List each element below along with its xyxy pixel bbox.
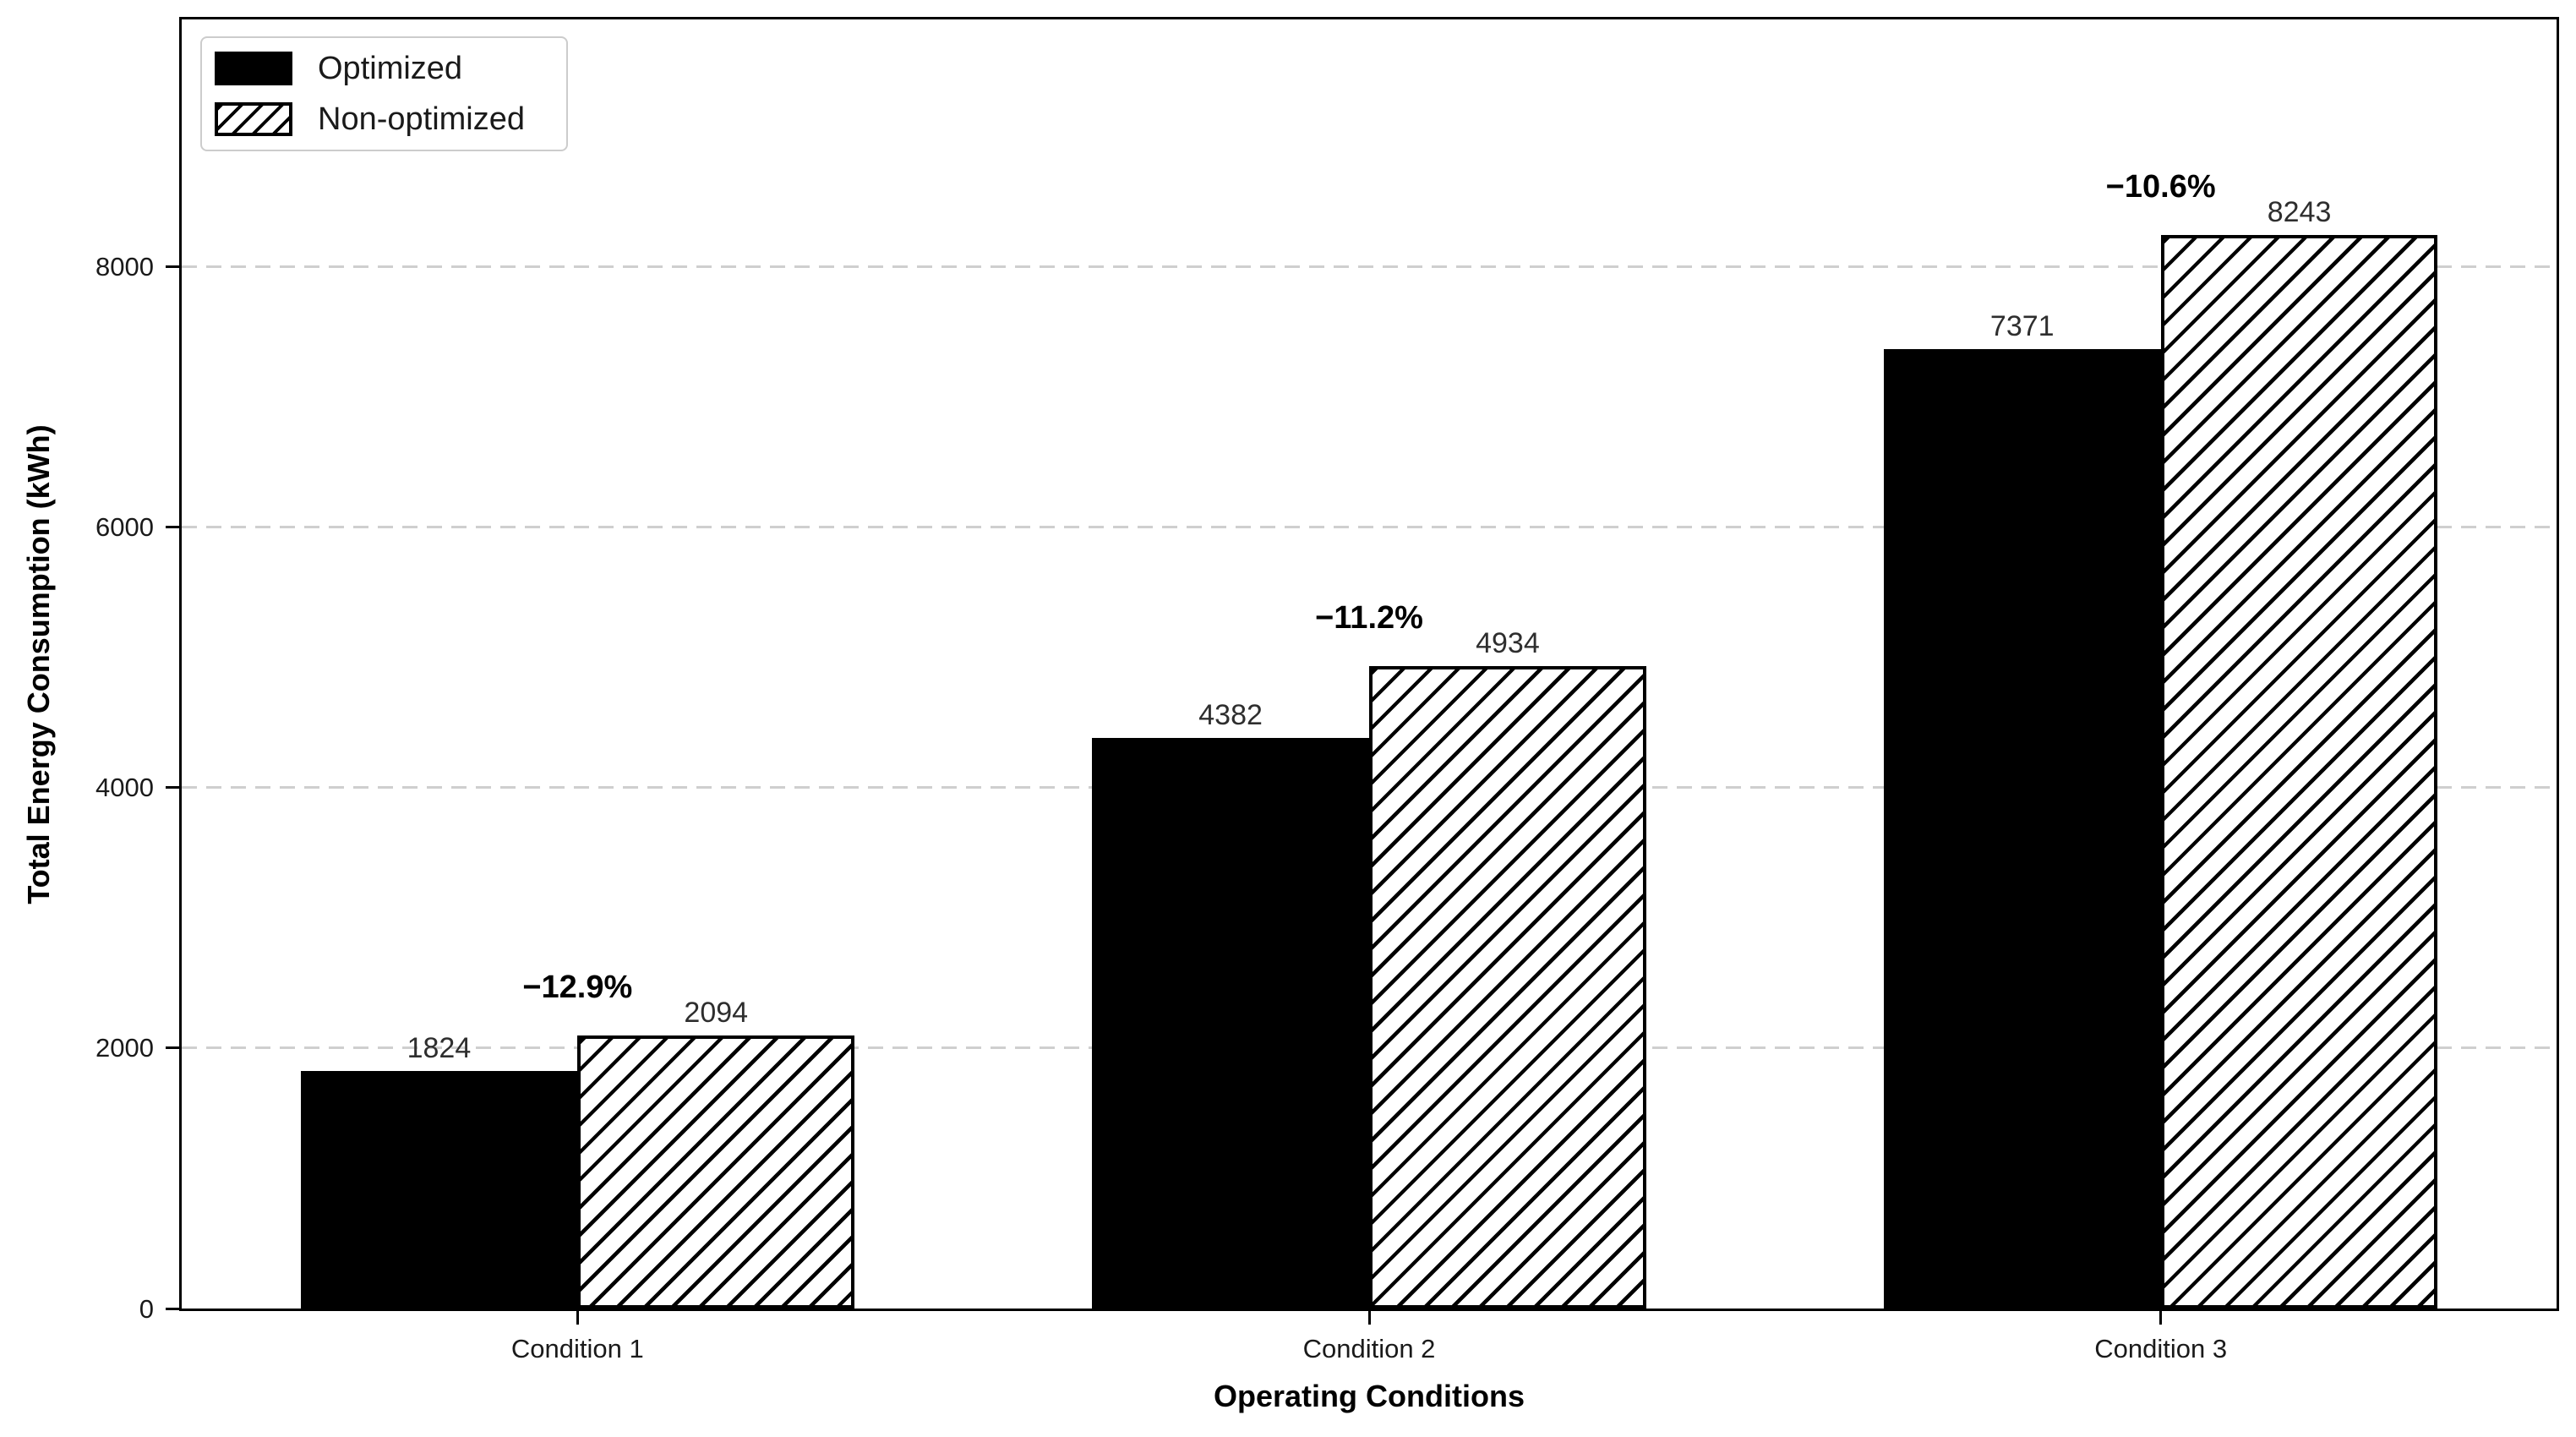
x-tick-label-condition-1: Condition 1 (510, 1334, 644, 1363)
percent-change-label-condition-2: −11.2% (1315, 599, 1423, 636)
x-tick-mark-condition-3 (2159, 1311, 2163, 1325)
y-tick-mark-2000 (166, 1046, 179, 1050)
bar-non-optimized-condition-1 (577, 1035, 855, 1309)
value-label-non-optimized-condition-3: 8243 (2267, 196, 2332, 229)
x-tick-mark-condition-1 (576, 1311, 579, 1325)
legend-label-non-optimized: Non-optimized (318, 101, 525, 137)
x-tick-mark-condition-2 (1367, 1311, 1371, 1325)
bar-optimized-condition-3 (1883, 348, 2161, 1309)
gridline-6000 (182, 526, 2557, 529)
x-tick-label-condition-2: Condition 2 (1302, 1334, 1436, 1363)
y-tick-mark-8000 (166, 265, 179, 269)
y-axis-title: Total Energy Consumption (kWh) (21, 424, 56, 904)
legend-swatch-non-optimized (215, 102, 292, 136)
y-tick-mark-0 (166, 1307, 179, 1310)
legend-swatch-optimized (215, 52, 292, 85)
y-tick-mark-4000 (166, 786, 179, 790)
y-tick-label-2000: 2000 (96, 1033, 154, 1063)
bar-optimized-condition-1 (300, 1071, 578, 1309)
legend: Optimized Non-optimized (200, 36, 568, 151)
y-tick-label-4000: 4000 (96, 773, 154, 803)
value-label-optimized-condition-3: 7371 (1989, 309, 2055, 342)
y-tick-mark-6000 (166, 526, 179, 529)
x-axis-title: Operating Conditions (1214, 1379, 1525, 1413)
x-tick-label-condition-3: Condition 3 (2094, 1334, 2228, 1363)
value-label-non-optimized-condition-1: 2094 (684, 997, 749, 1030)
value-label-optimized-condition-1: 1824 (407, 1032, 472, 1065)
percent-change-label-condition-1: −12.9% (522, 970, 633, 1006)
value-label-non-optimized-condition-2: 4934 (1476, 626, 1540, 659)
legend-entry-optimized: Optimized (215, 52, 544, 85)
plot-area: 1824 2094 −12.9% 4382 4934 −11.2% 7371 8243 −10.… (179, 17, 2559, 1311)
bar-non-optimized-condition-3 (2160, 235, 2438, 1309)
gridline-8000 (182, 265, 2557, 269)
y-tick-label-0: 0 (139, 1293, 154, 1324)
legend-label-optimized: Optimized (318, 51, 463, 86)
y-tick-label-8000: 8000 (96, 252, 154, 282)
bar-non-optimized-condition-2 (1369, 665, 1646, 1309)
legend-entry-non-optimized: Non-optimized (215, 102, 544, 136)
percent-change-label-condition-3: −10.6% (2105, 169, 2216, 205)
value-label-optimized-condition-2: 4382 (1198, 699, 1263, 731)
bar-optimized-condition-2 (1092, 738, 1369, 1309)
y-tick-label-6000: 6000 (96, 512, 154, 543)
